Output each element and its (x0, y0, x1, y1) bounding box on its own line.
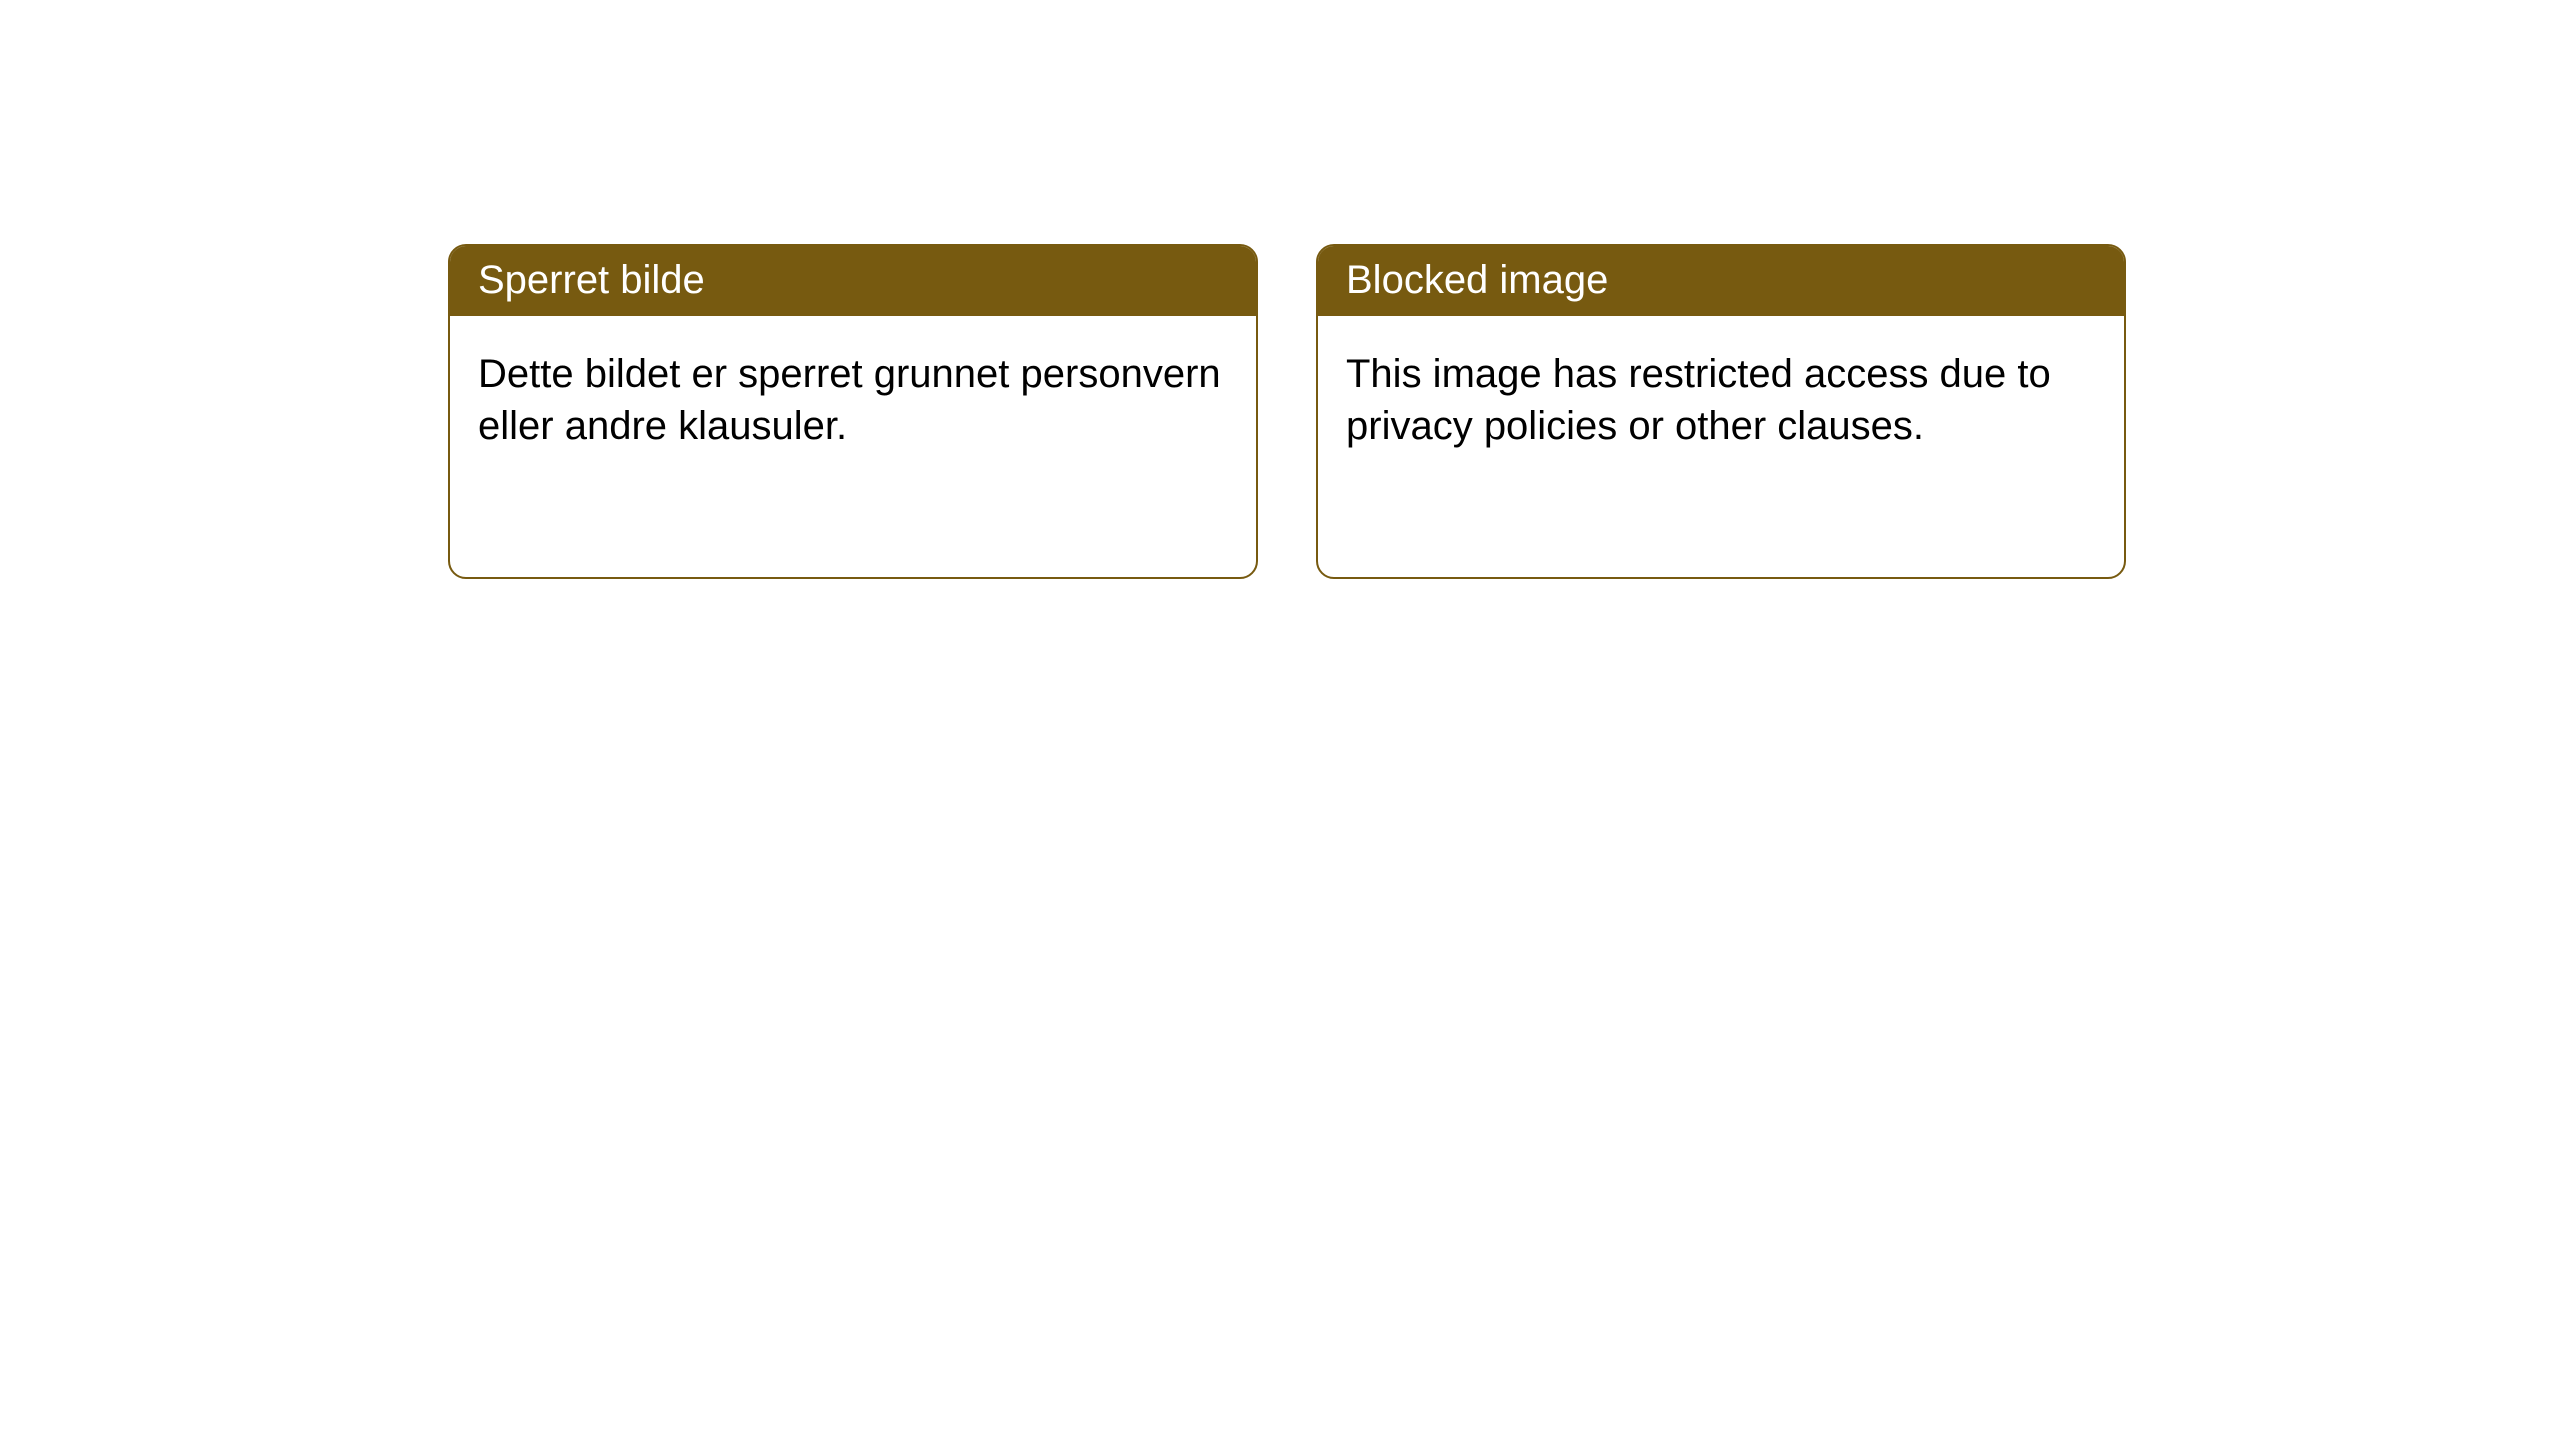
notice-card-english: Blocked image This image has restricted … (1316, 244, 2126, 579)
notice-body: Dette bildet er sperret grunnet personve… (450, 316, 1256, 484)
notice-header: Blocked image (1318, 246, 2124, 316)
notice-card-norwegian: Sperret bilde Dette bildet er sperret gr… (448, 244, 1258, 579)
notice-header: Sperret bilde (450, 246, 1256, 316)
notice-body: This image has restricted access due to … (1318, 316, 2124, 484)
notice-container: Sperret bilde Dette bildet er sperret gr… (0, 0, 2560, 579)
